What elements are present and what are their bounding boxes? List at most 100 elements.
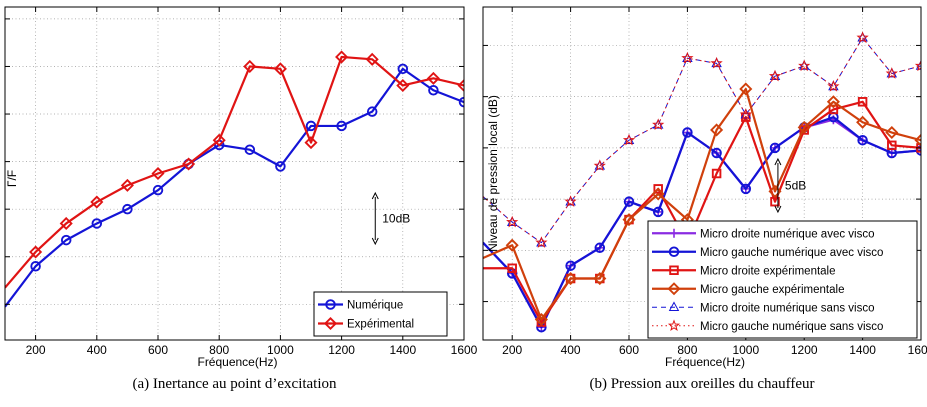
- legend-marker: [667, 319, 681, 331]
- data-point: [828, 80, 839, 91]
- data-point: [769, 142, 781, 154]
- data-point: [122, 203, 133, 215]
- x-tick-label: 1600: [908, 343, 927, 357]
- data-point: [914, 133, 921, 147]
- x-tick-label: 600: [148, 343, 168, 357]
- data-point: [857, 97, 868, 107]
- data-point: [711, 168, 722, 179]
- data-point: [739, 82, 753, 96]
- legend-marker: [669, 265, 679, 276]
- x-tick-label: 1600: [451, 343, 478, 357]
- data-point: [652, 206, 664, 218]
- plot-frame: [482, 6, 922, 341]
- scale-arrow-head: [774, 205, 782, 214]
- y-axis-label: Niveau de pression local (dB): [486, 95, 500, 252]
- data-point: [428, 84, 439, 96]
- data-point: [681, 51, 694, 64]
- series-line: [483, 37, 921, 244]
- data-point: [857, 134, 868, 146]
- legend: Numérique Expérimental: [313, 291, 448, 337]
- data-point: [275, 161, 286, 172]
- legend-label: Micro droite numérique sans visco: [700, 302, 875, 314]
- data-point: [652, 118, 664, 129]
- data-point: [740, 108, 752, 119]
- scale-label: 5dB: [785, 179, 806, 193]
- data-point: [152, 184, 164, 196]
- x-tick-label: 1400: [389, 343, 416, 357]
- data-point: [826, 95, 840, 109]
- data-point: [594, 242, 606, 254]
- data-point: [885, 67, 898, 79]
- x-tick-label: 200: [502, 343, 522, 357]
- data-point: [593, 271, 607, 286]
- scale-arrow-head: [774, 157, 782, 166]
- data-point: [914, 59, 921, 72]
- legend-marker: [323, 316, 338, 331]
- data-point: [91, 218, 103, 229]
- x-tick-label: 1200: [328, 343, 355, 357]
- data-point: [534, 312, 548, 327]
- scale-annotation: 10dB: [371, 191, 410, 246]
- x-axis-label: Fréquence(Hz): [665, 355, 745, 369]
- legend-marker: [669, 228, 679, 238]
- data-point: [243, 59, 257, 74]
- data-point: [651, 187, 665, 201]
- data-point: [396, 78, 410, 93]
- data-point: [458, 96, 464, 108]
- legend-box: [647, 220, 918, 339]
- x-tick-label: 1000: [267, 343, 294, 357]
- data-point: [710, 56, 723, 69]
- data-point: [886, 67, 898, 78]
- series-line: [483, 87, 921, 321]
- data-point: [60, 234, 72, 246]
- data-point: [90, 195, 104, 209]
- data-point: [827, 79, 840, 92]
- data-point: [305, 120, 317, 132]
- x-tick-label: 200: [26, 343, 46, 357]
- series-line: [483, 116, 921, 329]
- legend-label: Micro droite expérimentale: [700, 265, 836, 277]
- legend-label: Numérique: [347, 300, 403, 312]
- data-point: [768, 184, 782, 198]
- chart-pression: 200 400 600 800 1000 1200 1400 1600 Fréquence(Hz…: [482, 6, 927, 392]
- data-point: [710, 123, 724, 137]
- data-point: [30, 261, 41, 272]
- data-point: [915, 60, 921, 70]
- data-point: [856, 31, 869, 43]
- data-point: [711, 147, 722, 159]
- data-point: [336, 120, 347, 132]
- data-point: [397, 63, 409, 75]
- scale-arrow-head: [371, 191, 379, 200]
- data-point: [768, 69, 782, 82]
- data-point: [564, 195, 577, 207]
- plot-frame: [4, 6, 465, 341]
- x-tick-label: 400: [561, 343, 581, 357]
- data-point: [304, 136, 318, 150]
- data-point: [151, 166, 165, 181]
- data-point: [29, 245, 43, 259]
- legend-label: Micro gauche expérimentale: [700, 284, 844, 296]
- data-point: [885, 125, 899, 140]
- series-line: [5, 55, 464, 289]
- legend-marker: [325, 299, 336, 310]
- legend-marker: [668, 246, 680, 257]
- data-point: [856, 115, 870, 129]
- data-point: [426, 71, 440, 85]
- series-line: [5, 67, 464, 308]
- figure-caption: (b) Pression aux oreilles du chauffeur: [589, 376, 814, 392]
- data-point: [653, 184, 663, 194]
- data-point: [59, 216, 73, 230]
- data-point: [506, 216, 518, 226]
- x-tick-label: 400: [87, 343, 107, 357]
- x-tick-label: 800: [209, 343, 229, 357]
- legend: Micro droite numérique avec visco Micro g…: [647, 220, 918, 339]
- data-point: [535, 236, 548, 248]
- data-point: [682, 52, 693, 63]
- data-point: [565, 260, 576, 271]
- data-point: [365, 52, 379, 66]
- data-point: [273, 62, 287, 76]
- data-point: [507, 263, 517, 274]
- data-point: [182, 157, 196, 171]
- data-point: [505, 238, 519, 252]
- x-tick-label: 1200: [791, 343, 818, 357]
